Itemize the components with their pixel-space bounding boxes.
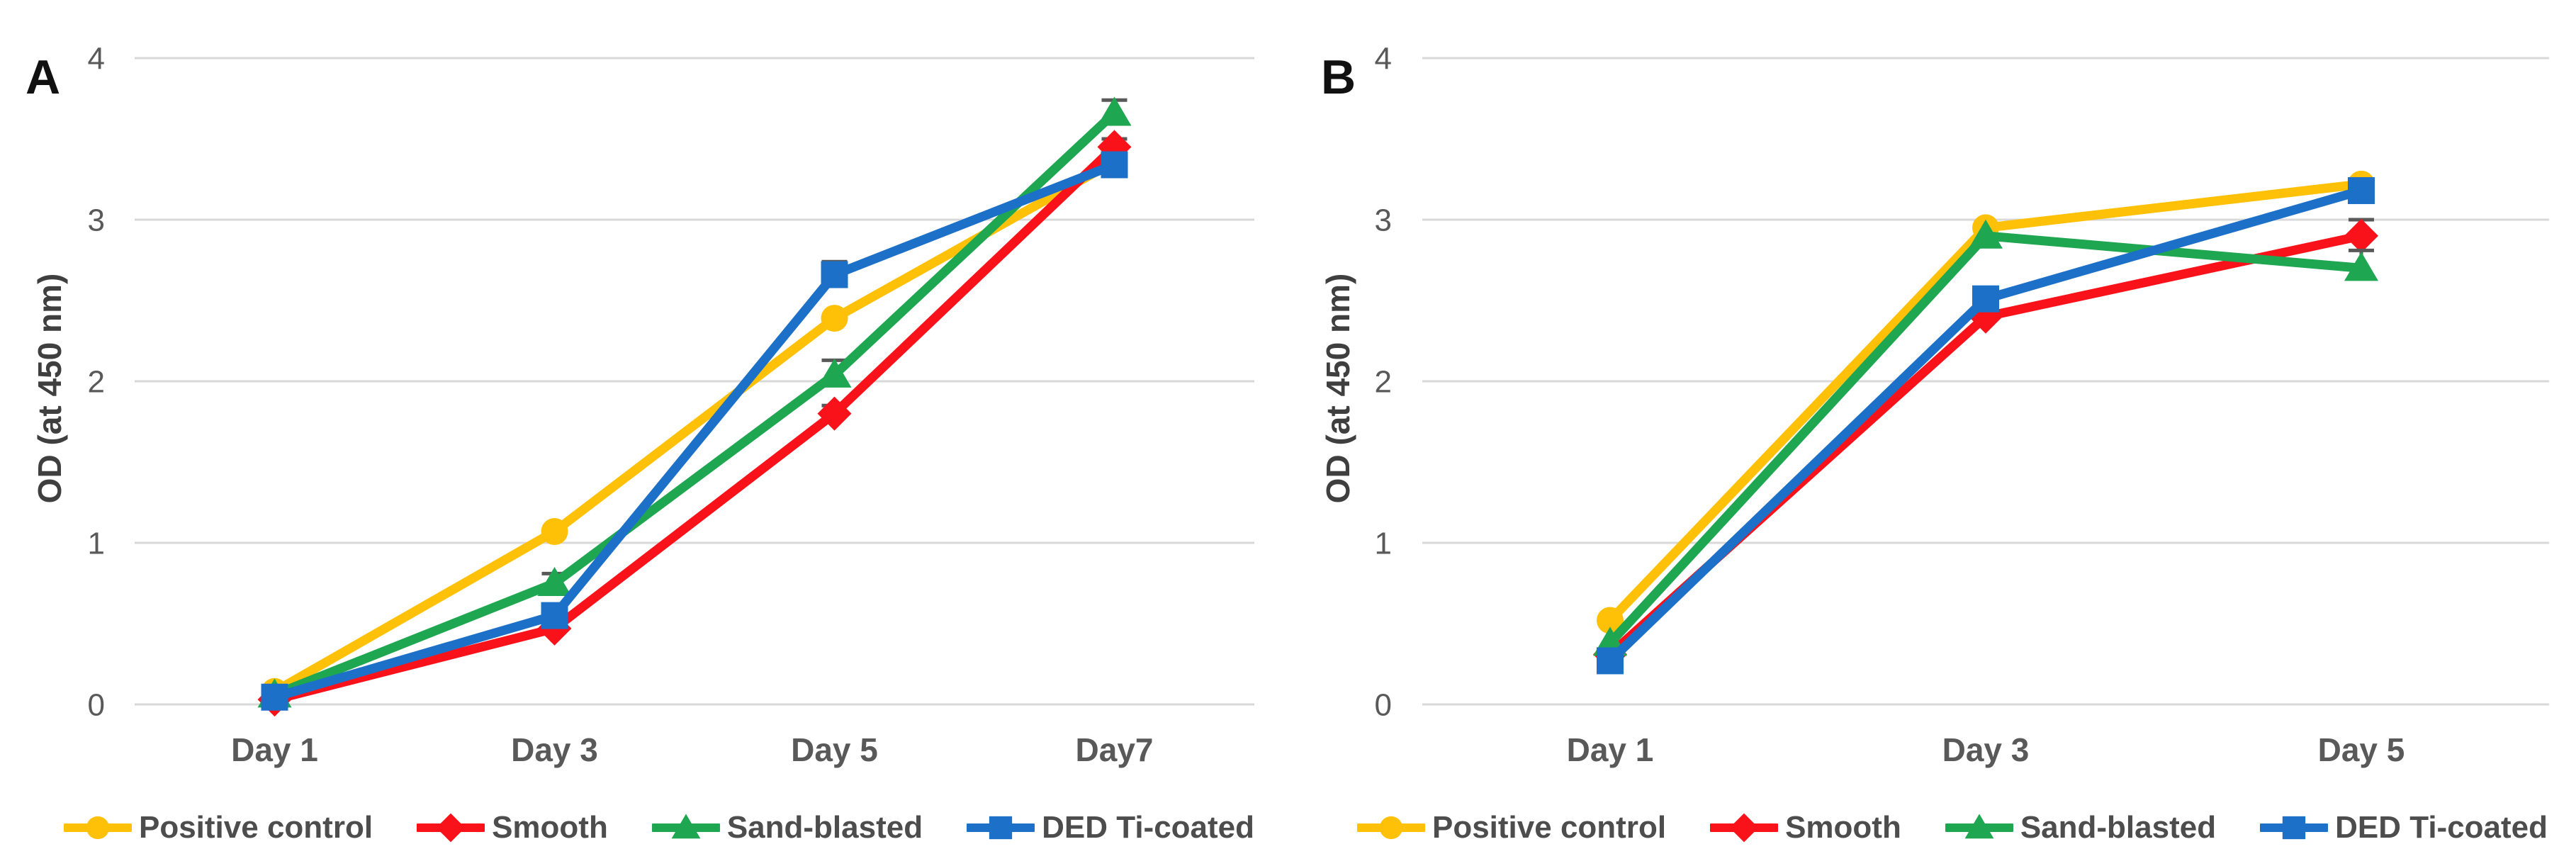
legend-item: Smooth: [1710, 810, 1901, 845]
x-category-label: Day 5: [2318, 731, 2405, 768]
panel-a-label: A: [26, 50, 62, 104]
legend-marker: [1379, 816, 1403, 840]
y-tick-label: 2: [88, 364, 105, 399]
y-tick-label: 4: [88, 41, 105, 76]
series-line: [270, 108, 1119, 699]
data-point-marker: [1597, 647, 1624, 675]
diamond-legend-marker-icon: [1710, 813, 1779, 843]
data-point-marker: [537, 567, 572, 596]
y-axis-title-b: OD (at 450 nm): [1320, 273, 1356, 504]
series-line: [270, 157, 1119, 697]
legend-marker: [1964, 814, 1994, 839]
y-axis-title-a: OD (at 450 nm): [31, 273, 68, 504]
data-point-marker: [2344, 218, 2378, 253]
data-point-marker: [821, 261, 848, 288]
data-point-marker: [1101, 151, 1128, 179]
series-ded-ti-coated: [261, 151, 1128, 711]
circle-legend-marker-icon: [1356, 816, 1425, 840]
y-tick-label: 2: [1375, 364, 1392, 399]
diamond-legend-marker-icon: [417, 813, 485, 843]
chart-area-a: 0 1 2 3 4 Day 1 Day 3 Day 5 Day7: [88, 41, 1254, 768]
legend-item: Smooth: [417, 810, 608, 845]
data-point-marker: [1972, 285, 1999, 313]
x-category-label: Day 1: [231, 731, 318, 768]
square-legend-marker-icon: [2260, 816, 2329, 840]
legend-item: Positive control: [1356, 810, 1667, 845]
legend-marker: [989, 816, 1013, 840]
data-point-marker: [821, 305, 848, 332]
legend-label: Sand-blasted: [2020, 810, 2217, 845]
triangle-legend-marker-icon: [651, 814, 720, 839]
legend-item: DED Ti-coated: [967, 810, 1254, 845]
data-point-marker: [541, 518, 568, 546]
legend-label: Smooth: [1785, 810, 1901, 845]
chart-area-b: 0 1 2 3 4 Day 1 Day 3 Day 5: [1375, 41, 2549, 768]
legend-marker: [2282, 816, 2306, 840]
legend-item: Sand-blasted: [651, 810, 923, 845]
series-positive-control: [261, 147, 1128, 705]
legend-label: Smooth: [492, 810, 608, 845]
data-point-marker: [1969, 219, 2003, 249]
y-tick-label: 0: [1375, 687, 1392, 722]
series-sand-blasted: [1593, 219, 2378, 656]
series-sand-blasted: [257, 96, 1132, 708]
y-tick-label: 3: [88, 203, 105, 237]
data-point-marker: [2348, 176, 2375, 204]
legend-marker: [1729, 813, 1759, 843]
legend-label: Positive control: [1432, 810, 1667, 845]
panel-b-label: B: [1321, 50, 1357, 104]
y-tick-label: 1: [1375, 526, 1392, 561]
x-category-label: Day 1: [1567, 731, 1654, 768]
legend-item: DED Ti-coated: [2260, 810, 2548, 845]
x-category-label: Day 3: [511, 731, 598, 768]
y-tick-label: 3: [1375, 203, 1392, 237]
legend-marker: [436, 813, 466, 843]
triangle-legend-marker-icon: [1945, 814, 2013, 839]
legend-panel-b: Positive control Smooth Sand-blasted DED Ti…: [1343, 805, 2562, 850]
x-category-label: Day 3: [1942, 731, 2030, 768]
legend-label: Positive control: [138, 810, 373, 845]
data-point-marker: [2344, 252, 2378, 281]
series-line: [270, 142, 1119, 704]
legend-item: Positive control: [63, 810, 373, 845]
data-point-marker: [817, 358, 852, 388]
y-tick-label: 1: [88, 526, 105, 561]
circle-legend-marker-icon: [63, 816, 132, 840]
y-tick-label: 4: [1375, 41, 1392, 76]
data-point-marker: [261, 683, 288, 711]
legend-marker: [86, 816, 110, 840]
x-category-label: Day7: [1076, 731, 1154, 768]
data-point-marker: [1597, 607, 1624, 634]
y-tick-label: 0: [88, 687, 105, 722]
legend-label: DED Ti-coated: [1042, 810, 1255, 845]
data-point-marker: [817, 396, 852, 431]
series-ded-ti-coated: [1597, 176, 2375, 675]
x-category-label: Day 5: [791, 731, 878, 768]
legend-item: Sand-blasted: [1945, 810, 2216, 845]
legend-marker: [671, 814, 701, 839]
legend-label: Sand-blasted: [726, 810, 923, 845]
square-legend-marker-icon: [967, 816, 1035, 840]
legend-panel-a: Positive control Smooth Sand-blasted DED Ti…: [57, 805, 1261, 850]
data-point-marker: [1097, 96, 1132, 126]
series-line: [270, 159, 1119, 702]
legend-label: DED Ti-coated: [2335, 810, 2548, 845]
data-point-marker: [541, 602, 568, 629]
